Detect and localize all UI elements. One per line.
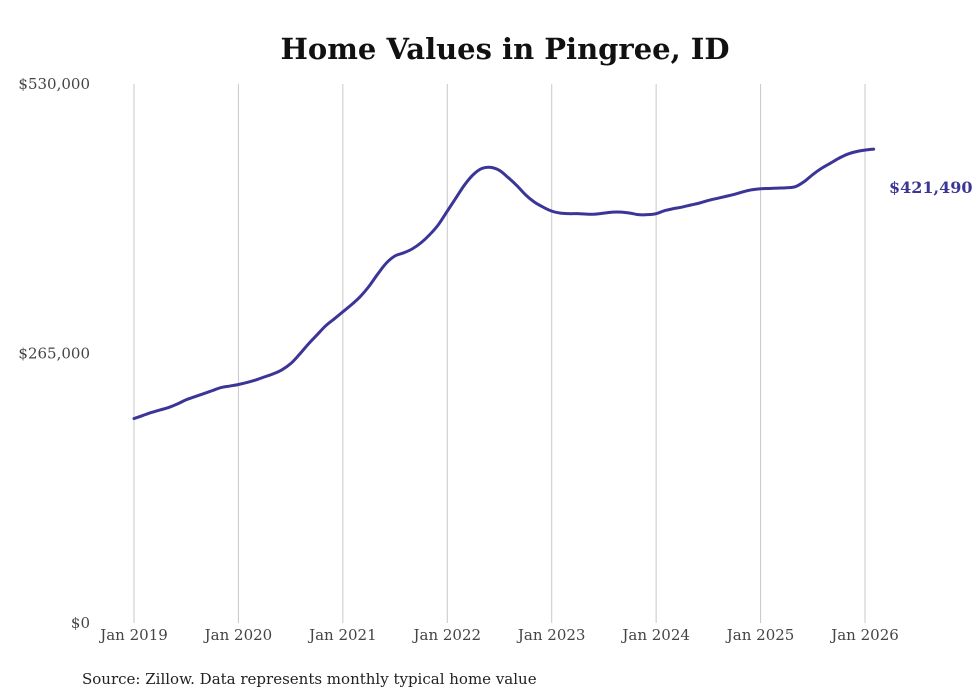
- y-tick-label: $0: [71, 614, 90, 632]
- x-tick-label: Jan 2020: [203, 626, 273, 644]
- x-tick-label: Jan 2022: [412, 626, 482, 644]
- series-line-0: [132, 147, 876, 421]
- source-note: Source: Zillow. Data represents monthly …: [82, 670, 537, 688]
- x-tick-label: Jan 2023: [516, 626, 586, 644]
- gridlines: [133, 84, 866, 623]
- x-tick-label: Jan 2025: [725, 626, 795, 644]
- x-tick-label: Jan 2019: [98, 626, 168, 644]
- y-tick-label: $265,000: [18, 345, 90, 363]
- y-tick-label: $530,000: [18, 75, 90, 93]
- x-tick-label: Jan 2026: [829, 626, 899, 644]
- y-axis: $0 $265,000 $530,000: [18, 75, 90, 632]
- x-tick-label: Jan 2024: [620, 626, 690, 644]
- x-tick-label: Jan 2021: [307, 626, 377, 644]
- x-axis: Jan 2019 Jan 2020 Jan 2021 Jan 2022 Jan 2023…: [98, 626, 899, 644]
- chart-title: Home Values in Pingree, ID: [280, 32, 729, 66]
- end-value-label: $421,490: [889, 178, 973, 197]
- series-layer: [132, 147, 876, 421]
